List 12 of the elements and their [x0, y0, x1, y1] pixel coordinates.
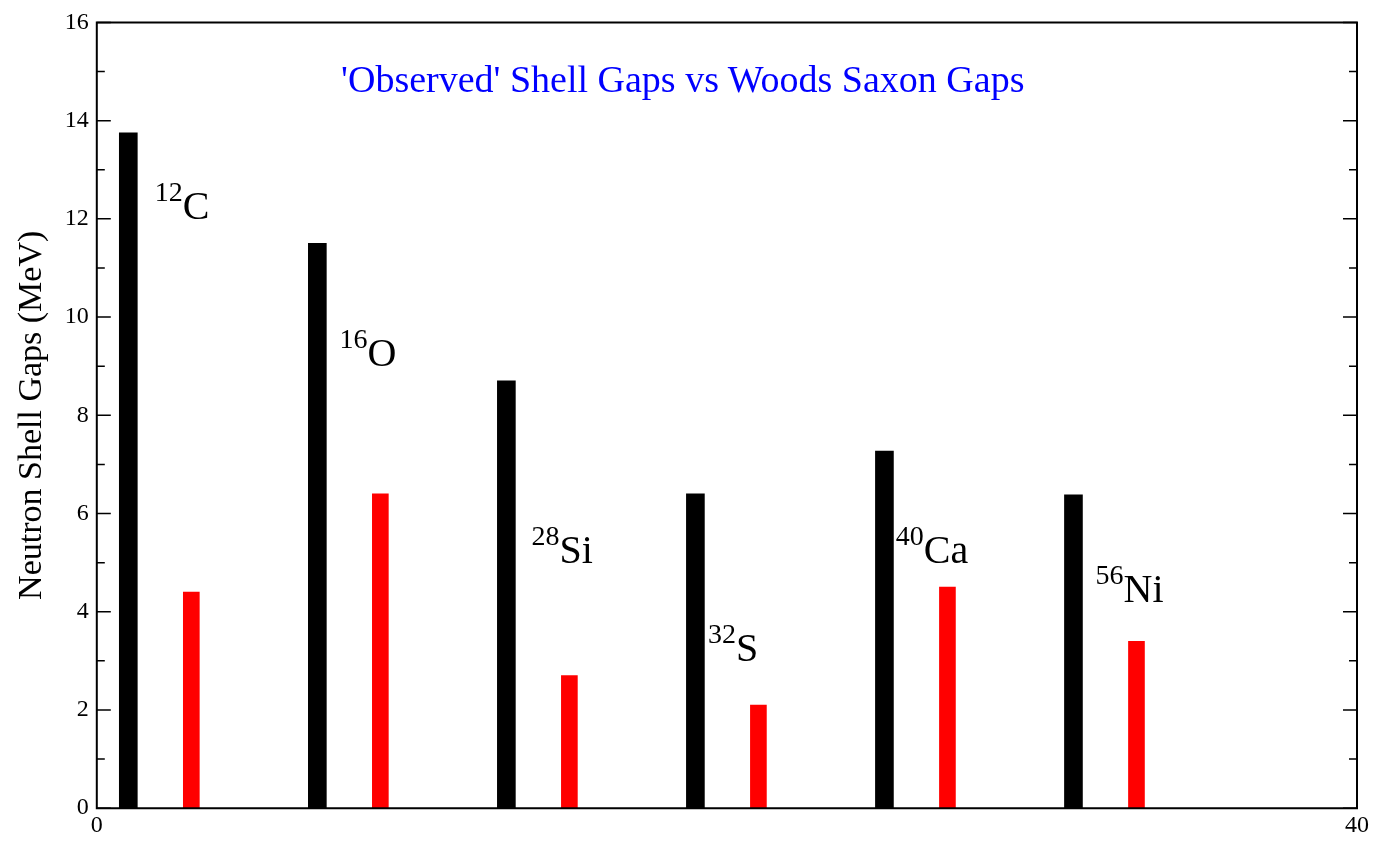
y-tick-label: 0 [76, 793, 89, 820]
y-tick-label: 14 [64, 105, 89, 132]
x-tick-label: 40 [1345, 810, 1369, 837]
y-tick-label: 2 [76, 695, 89, 722]
y-tick-label: 6 [76, 498, 89, 525]
text: 'Observed' Shell Gaps vs Woods Saxon Gaps [341, 58, 1025, 101]
y-tick-label: 16 [64, 7, 89, 34]
y-tick-label: 10 [64, 302, 89, 329]
y-tick-label: 4 [76, 597, 89, 624]
y-axis-title: Neutron Shell Gaps (MeV) [11, 230, 50, 600]
y-tick-label: 12 [64, 204, 89, 231]
y-tick-label: 8 [76, 400, 89, 427]
